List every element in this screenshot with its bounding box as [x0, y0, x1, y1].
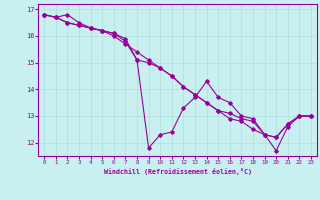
X-axis label: Windchill (Refroidissement éolien,°C): Windchill (Refroidissement éolien,°C) [104, 168, 252, 175]
